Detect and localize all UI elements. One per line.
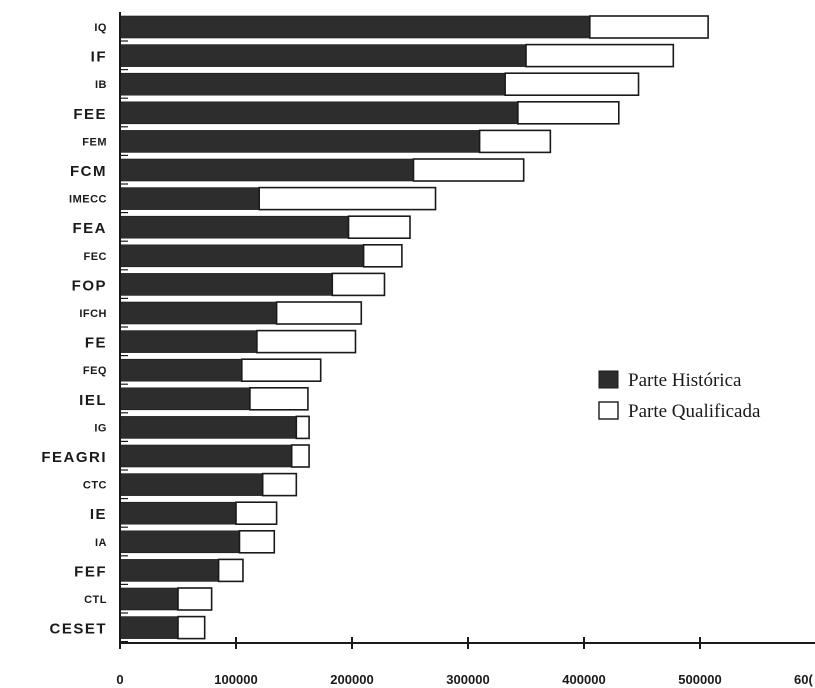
category-label: IMECC xyxy=(69,194,107,206)
bar-iel-historica xyxy=(119,387,251,411)
bar-fem-historica xyxy=(119,130,480,153)
category-label: FCM xyxy=(70,163,107,180)
bar-ie-qualificada xyxy=(235,501,278,526)
category-label: FEAGRI xyxy=(41,449,107,466)
bar-fem-qualificada xyxy=(478,129,552,154)
category-label: FEC xyxy=(84,251,108,263)
bar-fee-historica xyxy=(119,101,519,125)
category-label: IG xyxy=(94,422,107,434)
bar-fop-qualificada xyxy=(331,272,386,297)
x-axis: 0 100000 200000 300000 400000 500000 60( xyxy=(116,637,815,687)
category-label: FEE xyxy=(73,106,107,123)
legend-swatch-historica xyxy=(598,370,619,389)
bar-fcm-historica xyxy=(119,158,414,182)
bar-ctl-historica xyxy=(119,587,179,611)
category-axis: IQ IF IB FEE FEM FCM IMECC FEA FEC FOP IFCH FE FEQ IE… xyxy=(41,12,128,649)
category-label: FEA xyxy=(73,220,108,237)
x-tick-label: 200000 xyxy=(330,672,373,687)
bar-imecc-historica xyxy=(119,187,260,210)
bar-iel-qualificada xyxy=(249,386,309,411)
category-label: IE xyxy=(90,506,107,523)
x-tick-label: 500000 xyxy=(678,672,721,687)
bar-ctl-qualificada xyxy=(177,587,213,611)
bar-if-qualificada xyxy=(525,43,675,68)
bar-fee-qualificada xyxy=(517,101,620,125)
category-label: IF xyxy=(91,49,107,66)
bar-if-historica xyxy=(119,44,527,67)
bar-ia-qualificada xyxy=(238,529,276,554)
category-label: FEF xyxy=(74,563,107,580)
bar-fe-historica xyxy=(119,330,258,353)
category-label: FEQ xyxy=(83,365,107,377)
category-label: CTL xyxy=(84,594,107,606)
bar-fea-qualificada xyxy=(347,215,411,239)
bar-ig-historica xyxy=(119,416,297,439)
bar-ceset-historica xyxy=(119,616,179,639)
category-label: IEL xyxy=(79,392,107,409)
bar-ifch-historica xyxy=(119,301,277,325)
bar-feq-historica xyxy=(119,358,243,382)
legend-label-qualificada: Parte Qualificada xyxy=(628,401,761,422)
bar-fef-qualificada xyxy=(217,558,244,583)
category-label: IFCH xyxy=(79,308,107,320)
bar-ig-qualificada xyxy=(295,415,310,440)
bar-fec-qualificada xyxy=(362,244,403,268)
bar-fe-qualificada xyxy=(256,329,357,354)
category-label: IA xyxy=(95,537,107,549)
x-tick-label: 400000 xyxy=(562,672,605,687)
x-tick-label: 0 xyxy=(116,672,123,687)
category-label: FEM xyxy=(82,136,107,148)
x-tick-label: 300000 xyxy=(446,672,489,687)
legend-swatch-qualificada xyxy=(598,401,619,420)
bar-ctc-qualificada xyxy=(261,472,298,497)
legend: Parte Histórica Parte Qualificada xyxy=(598,370,761,422)
bar-ifch-qualificada xyxy=(275,301,363,325)
category-label: FE xyxy=(85,335,107,352)
bar-feq-qualificada xyxy=(241,358,322,383)
category-label: IQ xyxy=(94,22,107,34)
bar-ctc-historica xyxy=(119,473,263,496)
category-label: FOP xyxy=(72,277,107,294)
bar-fcm-qualificada xyxy=(412,158,525,182)
bar-fop-historica xyxy=(119,273,333,296)
bars-layer xyxy=(119,15,709,640)
bar-iq-historica xyxy=(119,15,591,39)
bar-ceset-qualificada xyxy=(177,615,206,640)
category-label: CESET xyxy=(49,621,107,638)
category-label: IB xyxy=(95,79,107,91)
bar-feagri-historica xyxy=(119,444,292,468)
bar-ie-historica xyxy=(119,501,237,525)
legend-label-historica: Parte Histórica xyxy=(628,370,742,391)
bar-ib-historica xyxy=(119,72,506,96)
bar-imecc-qualificada xyxy=(258,186,437,211)
x-tick-label: 100000 xyxy=(214,672,257,687)
bar-fef-historica xyxy=(119,559,219,582)
category-label: CTC xyxy=(83,480,107,492)
bar-ib-qualificada xyxy=(504,72,640,96)
x-tick-label: 60( xyxy=(794,672,813,687)
bar-ia-historica xyxy=(119,530,240,554)
bar-feagri-qualificada xyxy=(290,444,310,468)
bar-fea-historica xyxy=(119,215,349,239)
bar-iq-qualificada xyxy=(588,15,709,39)
bar-fec-historica xyxy=(119,244,364,268)
